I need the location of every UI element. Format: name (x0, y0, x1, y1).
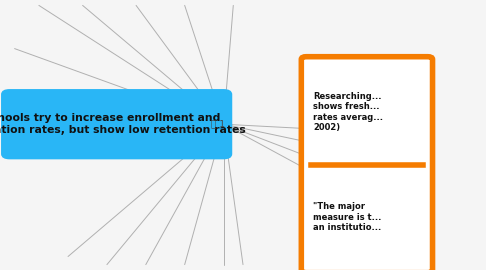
Text: "The major
measure is t...
an institutio...: "The major measure is t... an institutio… (313, 202, 382, 232)
Text: ⛓ 1: ⛓ 1 (211, 120, 226, 129)
Text: Researching...
shows fresh...
rates averag...
2002): Researching... shows fresh... rates aver… (313, 92, 383, 132)
FancyBboxPatch shape (301, 57, 433, 270)
Text: Schools try to increase enrollment and
graduation rates, but show low retention : Schools try to increase enrollment and g… (0, 113, 246, 135)
FancyBboxPatch shape (2, 90, 231, 158)
